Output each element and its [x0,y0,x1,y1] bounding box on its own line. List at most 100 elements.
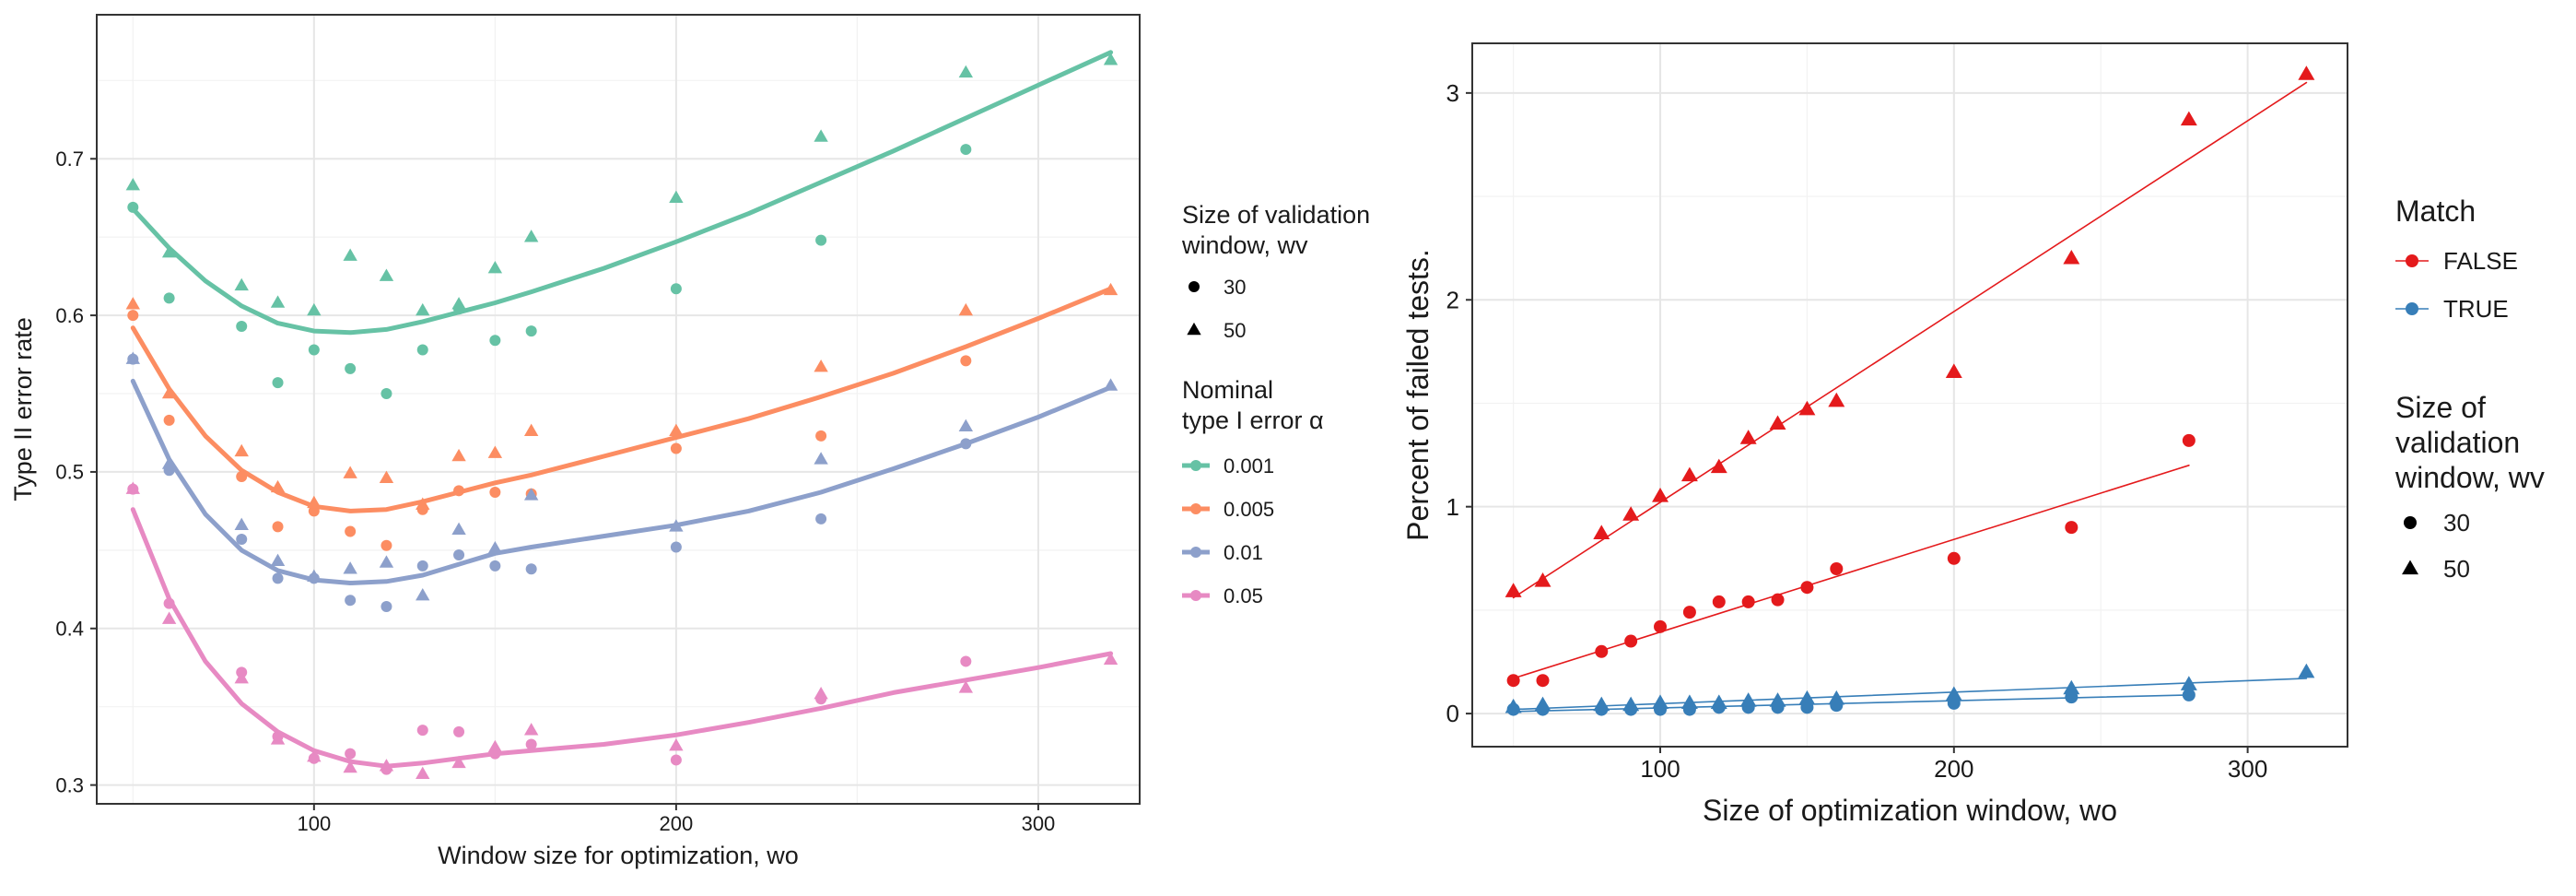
point-wv50-0.005 [669,423,684,437]
point-wv30-0.005 [453,485,465,497]
point-wv50-0.01 [523,488,539,501]
point-wv50-TRUE [2063,679,2080,695]
point-wv50-0.001 [379,268,394,281]
point-wv30-0.005 [345,525,357,537]
point-wv30-FALSE [1654,619,1668,633]
point-wv30-0.01 [815,513,827,525]
y-tick-label: 0.5 [55,461,84,484]
point-wv30-0.001 [815,234,827,246]
legend-label: 50 [2443,555,2470,583]
point-wv50-FALSE [1769,415,1786,430]
point-wv30-0.001 [163,292,175,304]
series-line-0.05 [130,507,1114,769]
point-wv30-0.01 [960,438,972,450]
point-wv50-0.001 [234,277,249,291]
right-y-axis-title: Percent of failed tests. [1401,249,1434,541]
point-wv50-TRUE [2298,663,2315,678]
point-wv50-TRUE [2180,676,2197,690]
point-wv30-FALSE [1771,593,1785,607]
point-wv50-0.05 [523,723,539,736]
point-wv50-0.01 [161,456,177,469]
legend-key-circle [1188,281,1200,292]
point-wv50-0.05 [125,481,141,494]
point-wv30-0.01 [345,595,357,607]
point-wv50-0.005 [1103,282,1118,296]
y-tick-label: 0.3 [55,773,84,796]
point-wv30-0.001 [960,144,972,156]
point-wv50-0.005 [307,495,322,509]
point-wv50-0.001 [1103,53,1118,65]
y-tick-label: 1 [1446,493,1459,521]
point-wv50-0.05 [234,671,249,684]
legend-title: window, wv [1181,231,1308,259]
point-wv50-0.001 [343,248,357,261]
point-wv30-0.05 [670,754,682,766]
point-wv50-TRUE [1534,696,1551,712]
legend-key-point [1190,503,1201,514]
point-wv50-0.01 [234,517,249,530]
legend-title: Size of [2395,391,2486,424]
legend-label: 30 [1224,276,1246,299]
right-gridlines [1472,43,2348,747]
point-wv30-FALSE [1830,562,1844,576]
legend-title: window, wv [2395,461,2545,494]
point-wv50-0.05 [270,732,286,745]
point-wv50-0.01 [343,561,357,574]
series-line-FALSE [1512,465,2190,679]
point-wv30-FALSE [1800,581,1814,595]
point-wv50-TRUE [1652,694,1669,710]
point-wv30-0.01 [381,601,392,612]
series-line-0.001 [130,50,1114,336]
point-wv30-0.001 [236,320,248,332]
point-wv50-0.005 [416,497,430,510]
point-wv50-0.01 [1103,378,1118,391]
point-wv50-0.005 [234,443,249,457]
legend-label: FALSE [2443,247,2518,275]
x-tick-label: 100 [1640,755,1680,783]
right-tick-labels: 100 200 300 0 1 2 3 [1446,79,2268,783]
y-tick-label: 0.7 [55,147,84,171]
legend-key-point [1190,590,1201,601]
left-gridlines [97,15,1140,804]
legend-title: type I error α [1182,407,1324,434]
legend-key-point [1190,460,1201,471]
right-x-axis-title: Size of optimization window, wo [1703,794,2117,827]
point-wv50-0.05 [416,766,430,779]
point-wv50-0.001 [487,261,503,274]
point-wv50-FALSE [1505,583,1522,597]
point-wv30-0.01 [416,560,428,572]
left-x-axis-title: Window size for optimization, wo [438,842,799,869]
legend-title: Nominal [1182,376,1273,404]
point-wv30-0.001 [670,283,682,295]
legend-title: Size of validation [1182,201,1370,229]
right-points [1505,65,2315,716]
point-wv50-0.001 [669,190,684,203]
point-wv50-0.005 [343,466,357,478]
point-wv30-0.05 [453,725,465,737]
point-wv30-0.005 [670,442,682,454]
point-wv50-TRUE [1828,690,1845,705]
point-wv30-0.01 [525,563,537,575]
right-chart: 100 200 300 0 1 2 3 Size of optimization windo… [1401,42,2545,827]
point-wv50-TRUE [1680,694,1698,710]
legend-label: 0.001 [1224,454,1274,477]
legend-label: 50 [1224,319,1246,342]
point-wv30-FALSE [1536,674,1550,688]
point-wv50-0.05 [451,755,466,769]
point-wv30-0.005 [127,310,139,322]
point-wv30-FALSE [1595,644,1609,658]
point-wv30-0.005 [960,355,972,367]
point-wv50-0.01 [270,553,286,567]
left-tick-labels: 100 200 300 0.3 0.4 0.5 0.6 0.7 [55,147,1055,835]
legend-title: validation [2395,426,2520,459]
point-wv50-FALSE [2063,249,2080,265]
point-wv50-0.001 [814,129,828,142]
legend-label: 0.01 [1224,541,1263,564]
point-wv50-FALSE [1534,572,1551,587]
right-fit-lines [1512,81,2308,713]
legend-key-point [2406,302,2418,315]
point-wv30-FALSE [2182,433,2195,447]
legend-key-triangle [2402,560,2418,575]
point-wv50-FALSE [1798,400,1816,416]
